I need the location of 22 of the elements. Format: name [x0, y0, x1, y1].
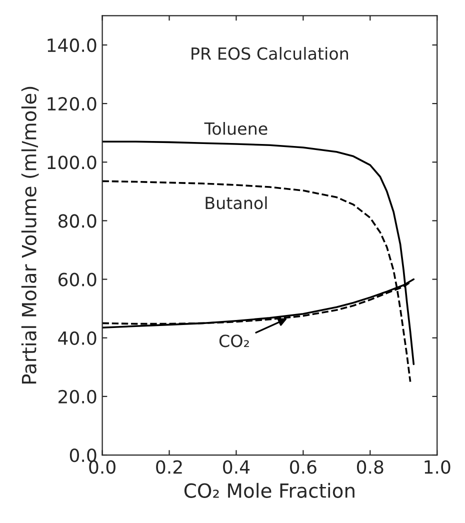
y-tick-label: 140.0: [48, 38, 96, 52]
y-tick-label: 120.0: [48, 97, 96, 111]
x-tick-label: 0.6: [290, 460, 316, 474]
y-tick-label: 0.0: [70, 448, 96, 462]
line-series: [102, 180, 412, 383]
x-tick-label: 0.2: [156, 460, 182, 474]
x-axis-title: CO₂ Mole Fraction: [184, 482, 354, 498]
annotation: PR EOS Calculation: [192, 46, 348, 60]
x-tick-label: 0.0: [89, 460, 116, 474]
series-label: Toluene: [204, 122, 268, 135]
y-tick-label: 80.0: [58, 214, 96, 228]
line-series: [102, 140, 415, 366]
x-tick-label: 0.8: [356, 460, 384, 474]
series-label: Butanol: [206, 196, 267, 210]
y-tick-label: 100.0: [48, 156, 96, 170]
annotation: CO₂: [219, 334, 249, 348]
x-tick-label: 1.0: [424, 460, 450, 474]
x-tick-label: 0.4: [223, 460, 250, 474]
y-axis-title: Partial Molar Volume (ml/mole): [21, 86, 39, 384]
y-tick-label: 20.0: [58, 390, 96, 404]
y-tick-label: 60.0: [58, 272, 96, 286]
y-tick-label: 40.0: [58, 331, 96, 345]
